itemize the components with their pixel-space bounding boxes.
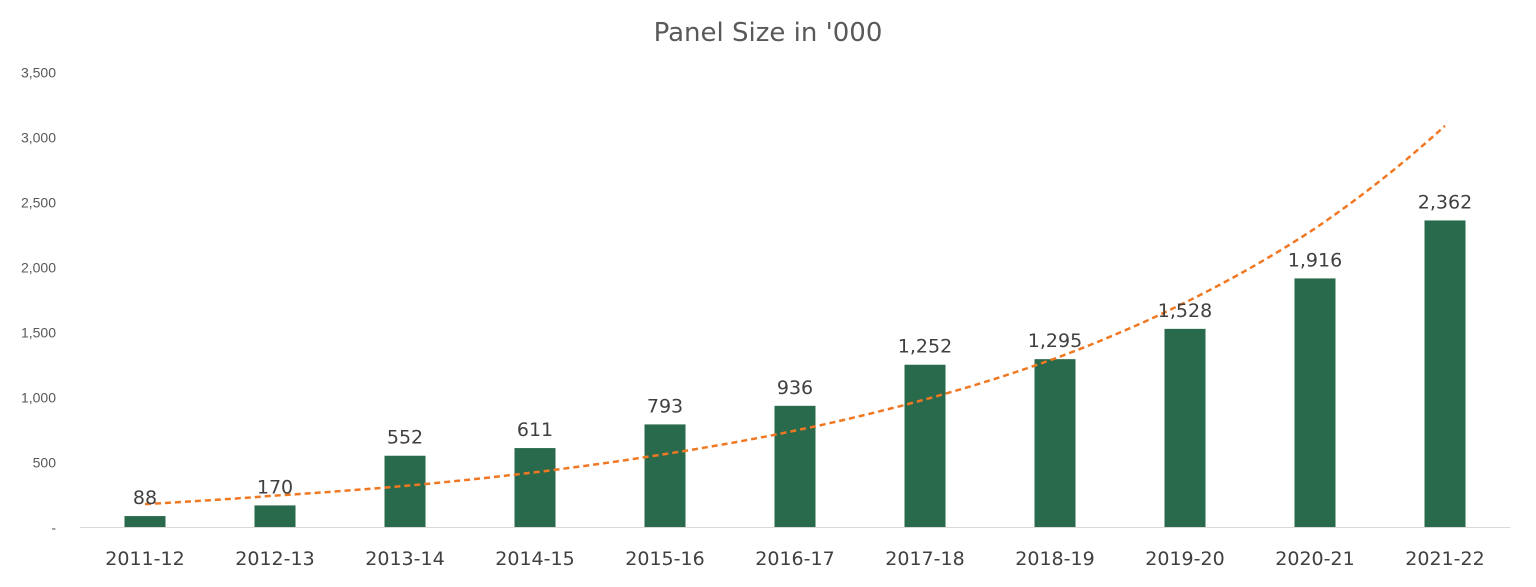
data-labels: 88 170 552 611 793 936 1,252 1,295 1,528 1,916 2,3… [133, 191, 1472, 509]
trendline-group [144, 124, 1446, 506]
data-label: 552 [387, 427, 423, 449]
y-tick-label: 2,000 [21, 260, 56, 276]
data-label: 1,916 [1288, 249, 1342, 271]
bar [384, 455, 426, 528]
y-tick-label: 2,500 [21, 195, 56, 211]
x-tick-label: 2019-20 [1145, 548, 1224, 570]
bars [124, 220, 1466, 528]
x-axis: 2011-12 2012-13 2013-14 2014-15 2015-16 2016-… [80, 527, 1510, 570]
data-label: 1,295 [1028, 330, 1082, 352]
data-label: 611 [517, 419, 553, 441]
y-tick-label: 3,000 [21, 130, 56, 146]
x-tick-label: 2014-15 [495, 548, 574, 570]
x-tick-label: 2013-14 [365, 548, 444, 570]
y-tick-label: - [51, 520, 56, 536]
bar [1294, 278, 1336, 528]
x-tick-label: 2020-21 [1275, 548, 1354, 570]
x-tick-label: 2011-12 [105, 548, 184, 570]
y-tick-label: 1,500 [21, 325, 56, 341]
bar [254, 505, 296, 528]
y-tick-label: 3,500 [21, 65, 56, 81]
chart-title: Panel Size in '000 [653, 18, 883, 48]
bar [1424, 220, 1466, 528]
x-tick-label: 2016-17 [755, 548, 834, 570]
x-tick-label: 2021-22 [1405, 548, 1484, 570]
data-label: 1,528 [1158, 300, 1212, 322]
data-label: 2,362 [1418, 191, 1472, 213]
x-tick-label: 2015-16 [625, 548, 704, 570]
bar [514, 448, 556, 528]
data-label: 793 [647, 395, 683, 417]
bar [904, 364, 946, 528]
data-label: 1,252 [898, 336, 952, 358]
x-tick-label: 2017-18 [885, 548, 964, 570]
bar [1034, 359, 1076, 528]
bar [124, 516, 166, 528]
bar [1164, 328, 1206, 528]
data-label: 936 [777, 377, 813, 399]
data-label: 170 [257, 476, 293, 498]
trendline [144, 124, 1446, 506]
bar [774, 405, 816, 528]
y-tick-label: 500 [33, 455, 57, 471]
y-tick-label: 1,000 [21, 390, 56, 406]
x-tick-label: 2018-19 [1015, 548, 1094, 570]
bar [644, 424, 686, 528]
x-tick-label: 2012-13 [235, 548, 314, 570]
y-axis: - 500 1,000 1,500 2,000 2,500 3,000 3,500 [21, 65, 56, 536]
data-label: 88 [133, 487, 157, 509]
